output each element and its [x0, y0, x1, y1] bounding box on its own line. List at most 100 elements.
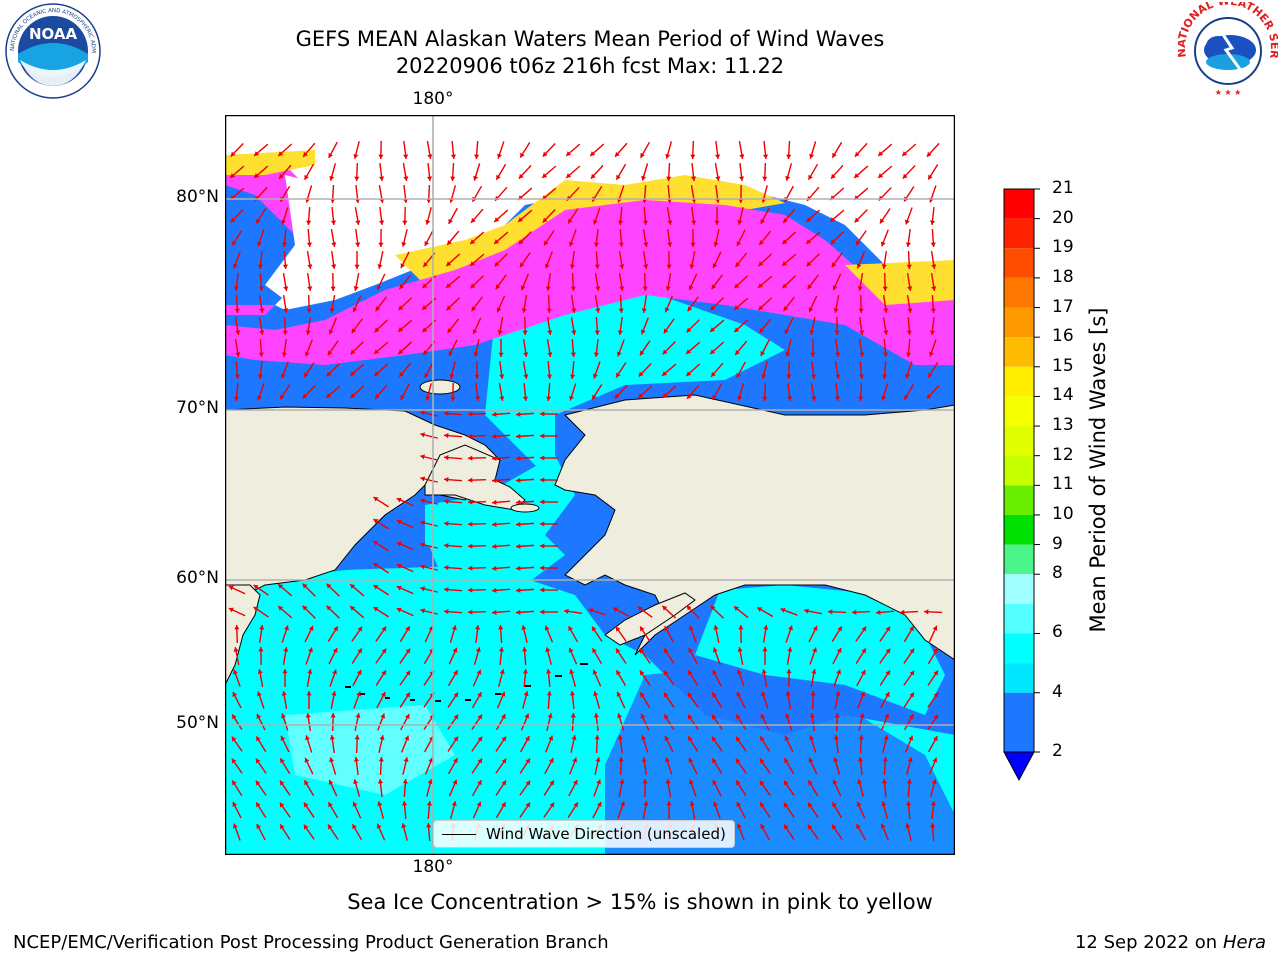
wind-arrow-head	[545, 286, 551, 291]
wind-arrow-head	[494, 239, 500, 244]
wind-arrow-head	[615, 648, 621, 654]
wind-arrow-head	[569, 669, 575, 675]
wind-arrow-head	[450, 396, 456, 401]
wind-arrow-head	[403, 154, 409, 159]
wind-arrow-head	[787, 647, 793, 652]
wind-arrow-head	[688, 757, 694, 763]
wind-arrow-head	[304, 780, 309, 786]
svg-text:NOAA: NOAA	[29, 25, 78, 43]
wind-arrow-head	[303, 372, 309, 378]
wind-arrow-head	[354, 264, 360, 269]
wind-arrow-head	[930, 242, 936, 247]
wind-arrow-head	[642, 220, 648, 225]
wind-arrow-head	[687, 393, 692, 399]
wind-arrow-head	[759, 758, 765, 764]
wind-arrow-head	[570, 713, 576, 718]
wind-arrow-head	[806, 239, 812, 244]
colorbar-band	[1004, 485, 1034, 515]
colorbar-tick-label: 12	[1052, 444, 1074, 465]
wind-arrow-head	[906, 779, 912, 784]
wind-arrow-head	[396, 541, 402, 547]
wind-arrow-head	[712, 692, 717, 698]
wind-arrow-head	[256, 736, 261, 742]
wind-arrow-head	[280, 373, 286, 379]
wind-arrow-head	[783, 306, 789, 312]
wind-arrow-head	[396, 585, 402, 591]
wind-arrow-head	[784, 758, 789, 764]
wind-arrow-head	[666, 264, 672, 269]
wind-arrow-head	[876, 609, 881, 615]
wind-arrow-head	[352, 824, 357, 830]
wind-arrow-head	[931, 286, 937, 291]
wind-arrow-head	[422, 283, 428, 289]
wind-arrow-head	[690, 154, 696, 159]
wind-arrow-head	[788, 625, 793, 631]
wind-arrow-head	[760, 351, 766, 356]
wind-arrow-head	[760, 713, 766, 719]
wind-arrow-head	[350, 606, 356, 611]
wind-arrow-head	[832, 779, 838, 785]
wind-arrow-head	[762, 396, 768, 401]
wind-arrow-head	[540, 411, 545, 417]
wind-arrow-head	[616, 670, 621, 676]
wind-arrow-head	[615, 626, 621, 632]
colorbar	[1003, 188, 1040, 782]
wind-arrow-head	[762, 176, 768, 181]
wind-arrow-head	[468, 499, 473, 505]
wind-arrow-head	[420, 586, 426, 592]
wind-arrow-head	[616, 351, 622, 357]
wind-arrow-head	[516, 477, 521, 483]
sea-ice-note: Sea Ice Concentration > 15% is shown in …	[347, 890, 933, 914]
wind-arrow-head	[924, 609, 929, 615]
wind-arrow-head	[909, 648, 915, 654]
wind-arrow-head	[256, 713, 262, 719]
wind-arrow-head	[424, 373, 430, 378]
wind-arrow-head	[665, 779, 671, 784]
wind-arrow-head	[444, 521, 449, 527]
wind-arrow-head	[736, 780, 741, 786]
wind-arrow-head	[662, 605, 668, 611]
wind-arrow-head	[330, 713, 336, 718]
wind-arrow-head	[664, 648, 669, 654]
wind-arrow-head	[353, 757, 359, 762]
wind-arrow-head	[468, 433, 473, 439]
wind-arrow-head	[374, 371, 380, 377]
wind-arrow-head	[593, 219, 598, 225]
colorbar-tick-label: 21	[1052, 178, 1074, 198]
wind-arrow-head	[643, 264, 649, 269]
wind-arrow-head	[232, 823, 238, 829]
wind-arrow-head	[832, 152, 837, 158]
wind-arrow-head	[617, 713, 623, 719]
wind-arrow-head	[882, 374, 888, 379]
wind-arrow-head	[909, 626, 914, 632]
wind-arrow-head	[834, 396, 841, 401]
wind-arrow-head	[618, 220, 624, 225]
wind-arrow-head	[594, 330, 600, 335]
wind-arrow-head	[496, 174, 501, 180]
wind-arrow-head	[355, 713, 361, 718]
wind-arrow-head	[686, 371, 692, 376]
wind-arrow-head	[471, 306, 477, 312]
wind-arrow-head	[590, 173, 596, 179]
wind-arrow-head	[256, 824, 262, 830]
wind-arrow-head	[232, 780, 237, 786]
wind-arrow-head	[572, 780, 578, 786]
wind-arrow-head	[328, 329, 334, 335]
wind-arrow-head	[861, 648, 866, 654]
wind-arrow-head	[501, 802, 506, 808]
wind-arrow-head	[784, 329, 790, 335]
wind-arrow-head	[428, 757, 434, 763]
wind-arrow-head	[377, 264, 383, 269]
wind-arrow-head	[807, 824, 813, 830]
wind-arrow-head	[664, 307, 670, 313]
wind-arrow-head	[688, 285, 694, 291]
wind-arrow-head	[523, 374, 529, 379]
colorbar-band	[1004, 544, 1034, 575]
wind-arrow-head	[373, 607, 379, 612]
wind-arrow-head	[281, 713, 286, 719]
wind-arrow-head	[762, 647, 768, 652]
wind-arrow-head	[933, 692, 939, 698]
wind-arrow-head	[497, 153, 502, 159]
colorbar-tick-label: 17	[1052, 296, 1074, 317]
wind-arrow-head	[498, 647, 505, 652]
